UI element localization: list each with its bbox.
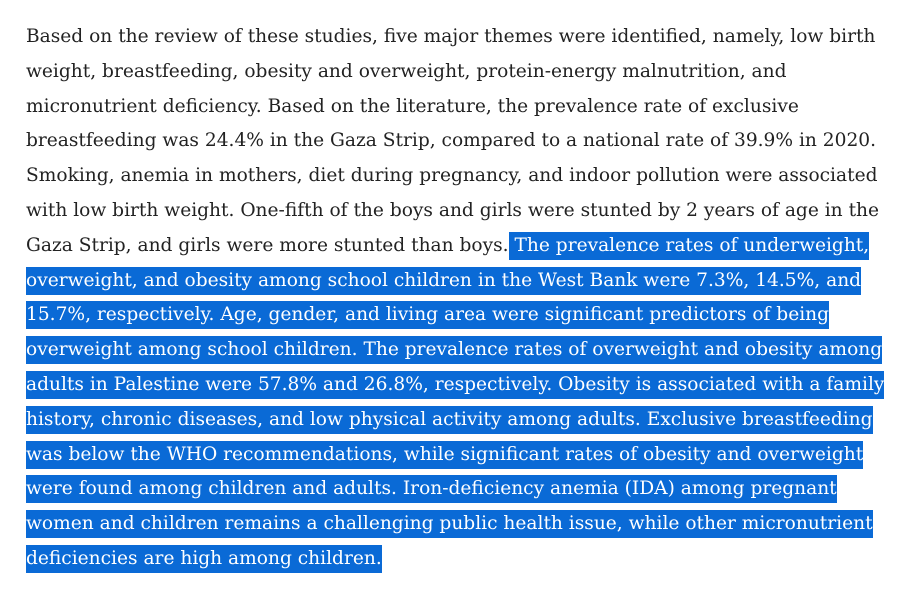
selected-text[interactable]: adults in Palestine were 57.8% and 26.8%…: [26, 370, 885, 399]
text-segment: weight, breastfeeding, obesity and overw…: [26, 60, 787, 82]
selected-text[interactable]: deficiencies are high among children.: [26, 544, 382, 573]
selected-text[interactable]: were found among children and adults. Ir…: [26, 475, 837, 504]
selected-text[interactable]: overweight among school children. The pr…: [26, 336, 883, 365]
text-segment: Smoking, anemia in mothers, diet during …: [26, 165, 878, 187]
selected-text[interactable]: The prevalence rates of underweight,: [508, 231, 870, 260]
text-line: with low birth weight. One-fifth of the …: [26, 194, 879, 229]
selected-text[interactable]: 15.7%, respectively. Age, gender, and li…: [26, 301, 830, 330]
text-line: adults in Palestine were 57.8% and 26.8%…: [26, 368, 885, 403]
selected-text[interactable]: women and children remains a challenging…: [26, 510, 873, 539]
selected-text[interactable]: was below the WHO recommendations, while…: [26, 440, 864, 469]
text-segment: with low birth weight. One-fifth of the …: [26, 199, 880, 221]
abstract-paragraph: Based on the review of these studies, fi…: [26, 20, 885, 577]
text-line: Smoking, anemia in mothers, diet during …: [26, 159, 877, 194]
text-segment: Gaza Strip, and girls were more stunted …: [26, 234, 509, 256]
text-line: women and children remains a challenging…: [26, 507, 873, 542]
text-segment: micronutrient deficiency. Based on the l…: [26, 95, 799, 117]
text-line: 15.7%, respectively. Age, gender, and li…: [26, 298, 866, 333]
text-line: was below the WHO recommendations, while…: [26, 438, 866, 473]
text-line: deficiencies are high among children.: [26, 542, 866, 577]
text-line: were found among children and adults. Ir…: [26, 472, 866, 507]
text-line: overweight among school children. The pr…: [26, 333, 883, 368]
text-line: weight, breastfeeding, obesity and overw…: [26, 55, 866, 90]
text-line: overweight, and obesity among school chi…: [26, 264, 866, 299]
selected-text[interactable]: overweight, and obesity among school chi…: [26, 266, 862, 295]
text-line: breastfeeding was 24.4% in the Gaza Stri…: [26, 124, 876, 159]
text-line: Gaza Strip, and girls were more stunted …: [26, 229, 870, 264]
selected-text[interactable]: history, chronic diseases, and low physi…: [26, 405, 873, 434]
text-line: micronutrient deficiency. Based on the l…: [26, 90, 866, 125]
text-line: Based on the review of these studies, fi…: [26, 20, 875, 55]
text-segment: Based on the review of these studies, fi…: [26, 26, 876, 47]
text-line: history, chronic diseases, and low physi…: [26, 403, 873, 438]
text-segment: breastfeeding was 24.4% in the Gaza Stri…: [26, 130, 877, 152]
